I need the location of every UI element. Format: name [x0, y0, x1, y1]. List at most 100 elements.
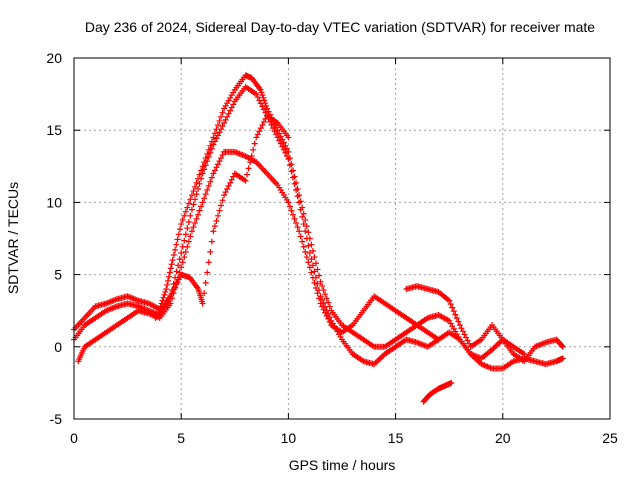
data-point — [242, 177, 249, 184]
data-point — [219, 109, 226, 116]
data-point — [311, 254, 318, 261]
data-point — [299, 213, 306, 220]
data-point — [160, 294, 167, 301]
data-point — [308, 241, 315, 248]
data-point — [312, 285, 319, 292]
data-point — [314, 266, 321, 273]
data-point — [456, 322, 463, 329]
data-point — [202, 279, 209, 286]
data-point — [247, 159, 254, 166]
x-tick-label: 20 — [495, 430, 511, 446]
data-point — [317, 300, 324, 307]
data-point — [227, 179, 234, 186]
data-point — [218, 113, 225, 120]
data-point — [280, 146, 287, 153]
series-track-1 — [71, 72, 528, 362]
data-point — [211, 130, 218, 137]
data-point — [182, 231, 189, 238]
data-point — [259, 122, 266, 129]
data-point — [222, 189, 229, 196]
data-point — [193, 179, 200, 186]
axis-ticks: 0 5 10 15 20 25 -5 0 5 10 15 20 — [46, 50, 618, 446]
data-point — [294, 224, 301, 231]
data-point — [191, 220, 198, 227]
data-point — [230, 173, 237, 180]
data-point — [213, 217, 220, 224]
data-point — [319, 296, 326, 303]
data-point — [280, 139, 287, 146]
data-point — [218, 155, 225, 162]
data-point — [263, 105, 270, 112]
data-point — [452, 311, 459, 318]
data-point — [195, 211, 202, 218]
data-point — [228, 176, 235, 183]
data-point — [187, 233, 194, 240]
data-point — [175, 262, 182, 269]
y-tick-label: 15 — [46, 122, 62, 138]
x-tick-label: 0 — [70, 430, 78, 446]
data-point — [184, 204, 191, 211]
data-point — [210, 141, 217, 148]
data-point — [190, 201, 197, 208]
data-point — [214, 132, 221, 139]
data-point — [300, 243, 307, 250]
data-point — [205, 154, 212, 161]
data-point — [167, 300, 174, 307]
data-point — [308, 269, 315, 276]
data-point — [559, 355, 566, 362]
data-point — [306, 264, 313, 271]
data-point — [213, 135, 220, 142]
data-point — [250, 146, 257, 153]
data-point — [453, 315, 460, 322]
data-point — [268, 122, 275, 129]
data-point — [163, 286, 170, 293]
series-track-4 — [152, 112, 292, 321]
data-point — [303, 223, 310, 230]
data-point — [184, 225, 191, 232]
data-point — [260, 118, 267, 125]
data-point — [300, 221, 307, 228]
data-point — [245, 165, 252, 172]
data-point — [323, 295, 330, 302]
data-point — [178, 221, 185, 228]
data-point — [227, 107, 234, 114]
data-point — [285, 134, 292, 141]
data-point — [276, 130, 283, 137]
data-point — [316, 287, 323, 294]
data-point — [188, 206, 195, 213]
data-point — [306, 249, 313, 256]
data-point — [279, 136, 286, 143]
data-point — [178, 249, 185, 256]
data-point — [262, 115, 269, 122]
data-point — [216, 129, 223, 136]
data-point — [257, 100, 264, 107]
data-point — [248, 152, 255, 159]
data-point — [274, 127, 281, 134]
data-point — [205, 259, 212, 266]
data-point — [277, 133, 284, 140]
data-point — [273, 131, 280, 138]
data-point — [257, 86, 264, 93]
data-point — [258, 89, 265, 96]
data-point — [188, 228, 195, 235]
plot-frame — [73, 57, 611, 420]
data-point — [224, 113, 231, 120]
data-point — [464, 337, 471, 344]
data-point — [196, 180, 203, 187]
data-point — [213, 164, 220, 171]
y-tick-label: 0 — [54, 339, 62, 355]
data-point — [317, 278, 324, 285]
data-point — [218, 126, 225, 133]
y-tick-label: 5 — [54, 267, 62, 283]
data-point — [254, 94, 261, 101]
data-point — [289, 174, 296, 181]
x-tick-label: 15 — [388, 430, 404, 446]
data-point — [225, 182, 232, 189]
data-point — [181, 254, 188, 261]
data-point — [188, 192, 195, 199]
data-point — [319, 282, 326, 289]
data-point — [184, 243, 191, 250]
data-point — [259, 103, 266, 110]
data-point — [170, 280, 177, 287]
data-point — [446, 297, 453, 304]
